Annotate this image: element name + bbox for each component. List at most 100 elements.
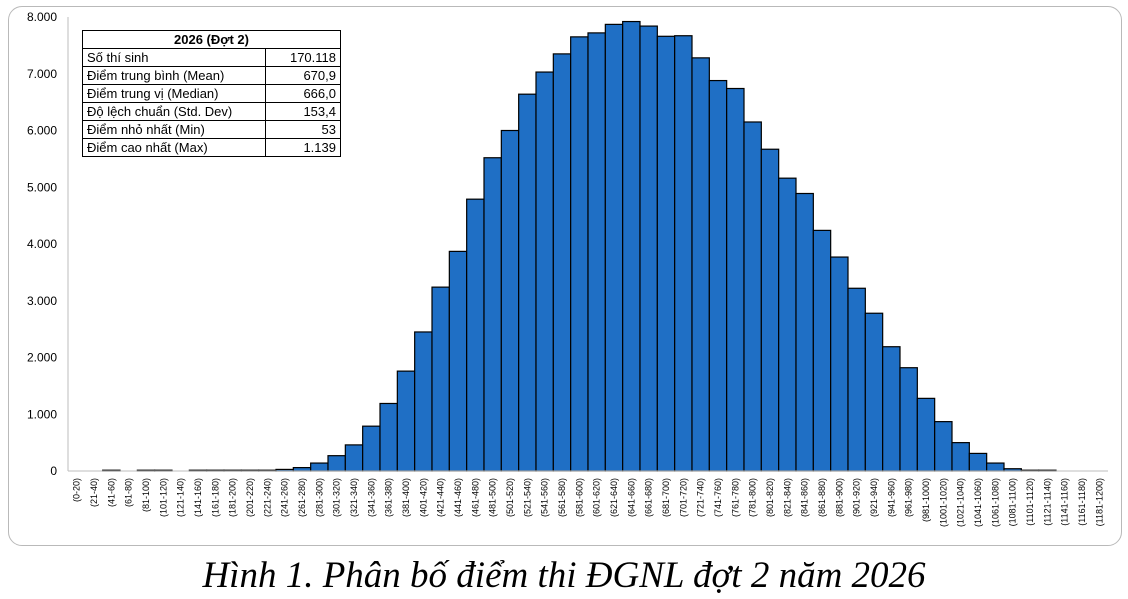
chart-frame (8, 6, 1122, 546)
x-tick-label: (461-480) (470, 478, 480, 517)
stats-table: 2026 (Đợt 2) Số thí sinh 170.118 Điểm tr… (82, 30, 341, 157)
x-tick-label: (781-800) (748, 478, 758, 517)
x-tick-label: (361-380) (384, 478, 394, 517)
x-tick-label: (1061-1080) (990, 478, 1000, 527)
bar (344, 444, 364, 472)
bar (951, 442, 970, 472)
bar (916, 397, 936, 472)
stats-row: Điểm trung bình (Mean) 670,9 (82, 66, 341, 85)
bar (812, 229, 832, 472)
x-tick-label: (1021-1040) (956, 478, 966, 527)
bar (518, 93, 537, 472)
x-tick-label: (1161-1180) (1077, 478, 1087, 526)
x-tick-label: (1181-1200) (1094, 478, 1104, 526)
y-tick-label: 8.000 (27, 10, 57, 24)
stats-value: 53 (265, 120, 341, 139)
bar (691, 57, 710, 472)
x-tick-label: (661-680) (644, 478, 654, 517)
bar (864, 312, 884, 472)
stats-title: 2026 (Đợt 2) (82, 30, 341, 49)
bar (934, 421, 953, 472)
x-tick-label: (841-860) (800, 478, 810, 517)
x-tick-label: (821-840) (782, 478, 792, 517)
y-tick-label: 2.000 (27, 351, 57, 365)
x-tick-label: (721-740) (696, 478, 706, 517)
x-tick-label: (1101-1120) (1025, 478, 1035, 526)
bar (986, 462, 1005, 472)
x-tick-label: (741-760) (713, 478, 723, 517)
x-tick-label: (21-40) (89, 478, 99, 507)
y-tick-label: 4.000 (27, 237, 57, 251)
y-tick-label: 3.000 (27, 294, 57, 308)
x-tick-label: (301-320) (332, 478, 342, 517)
axis-lines (67, 17, 1108, 472)
x-tick-label: (421-440) (436, 478, 446, 517)
stats-label: Số thí sinh (82, 48, 266, 67)
bar (622, 20, 641, 472)
stats-row: Điểm cao nhất (Max) 1.139 (82, 138, 341, 157)
x-tick-label: (121-140) (176, 478, 186, 517)
x-tick-label: (381-400) (401, 478, 411, 517)
bar (500, 129, 520, 472)
x-tick-label: (981-1000) (921, 478, 931, 522)
stats-label: Điểm trung bình (Mean) (82, 66, 266, 85)
bar (847, 287, 866, 472)
x-tick-label: (61-80) (124, 478, 134, 507)
x-tick-label: (761-780) (730, 478, 740, 517)
x-tick-label: (701-720) (678, 478, 688, 517)
bar (292, 466, 312, 472)
bar (570, 36, 589, 472)
bar (448, 250, 468, 472)
x-tick-label: (961-980) (904, 478, 914, 517)
x-tick-label: (521-540) (522, 478, 532, 517)
x-tick-label: (161-180) (210, 478, 220, 517)
x-tick-label: (201-220) (245, 478, 255, 517)
x-tick-label: (1041-1060) (973, 478, 983, 527)
bar (882, 346, 901, 472)
bar (795, 192, 814, 472)
bar (674, 35, 693, 472)
bar (431, 286, 450, 472)
bar (379, 402, 398, 472)
x-tick-label: (501-520) (505, 478, 515, 517)
bar (535, 71, 554, 472)
y-tick-label: 1.000 (27, 407, 57, 421)
bar (830, 256, 849, 472)
x-tick-label: (1001-1020) (938, 478, 948, 527)
figure-caption: Hình 1. Phân bố điểm thi ĐGNL đợt 2 năm … (202, 555, 926, 596)
stats-label: Độ lệch chuẩn (Std. Dev) (82, 102, 266, 121)
x-tick-label: (621-640) (609, 478, 619, 517)
bar (552, 53, 572, 472)
bar (899, 367, 918, 472)
x-tick-label: (1121-1140) (1042, 478, 1052, 526)
x-tick-label: (441-460) (453, 478, 463, 517)
y-tick-label: 7.000 (27, 67, 57, 81)
y-axis: 0 1.000 2.000 3.000 4.000 5.000 6.000 7.000 8.00… (27, 10, 57, 478)
x-tick-label: (181-200) (228, 478, 238, 517)
bar (760, 148, 780, 472)
stats-value: 170.118 (265, 48, 341, 67)
x-tick-label: (321-340) (349, 478, 359, 517)
bar (604, 23, 624, 472)
x-axis: (0-20) (21-40) (41-60) (61-80) (81-100) (101-… (72, 478, 1105, 527)
bar (396, 370, 416, 472)
stats-row: Độ lệch chuẩn (Std. Dev) 153,4 (82, 102, 341, 121)
bar (414, 331, 433, 472)
x-tick-label: (541-560) (540, 478, 550, 517)
bar (483, 157, 502, 472)
stats-label: Điểm nhỏ nhất (Min) (82, 120, 266, 139)
x-tick-label: (0-20) (72, 478, 82, 502)
x-tick-label: (81-100) (141, 478, 151, 512)
stats-title-row: 2026 (Đợt 2) (82, 30, 341, 49)
x-tick-label: (1081-1100) (1008, 478, 1018, 526)
x-tick-label: (601-620) (592, 478, 602, 517)
bar (639, 25, 658, 472)
stats-label: Điểm cao nhất (Max) (82, 138, 266, 157)
bar (743, 121, 762, 472)
x-tick-label: (141-160) (193, 478, 203, 517)
histogram-chart: 0 1.000 2.000 3.000 4.000 5.000 6.000 7.000 8.00… (27, 10, 1108, 527)
y-tick-label: 5.000 (27, 180, 57, 194)
stats-value: 666,0 (265, 84, 341, 103)
x-tick-label: (241-260) (280, 478, 290, 517)
bar (466, 198, 485, 472)
